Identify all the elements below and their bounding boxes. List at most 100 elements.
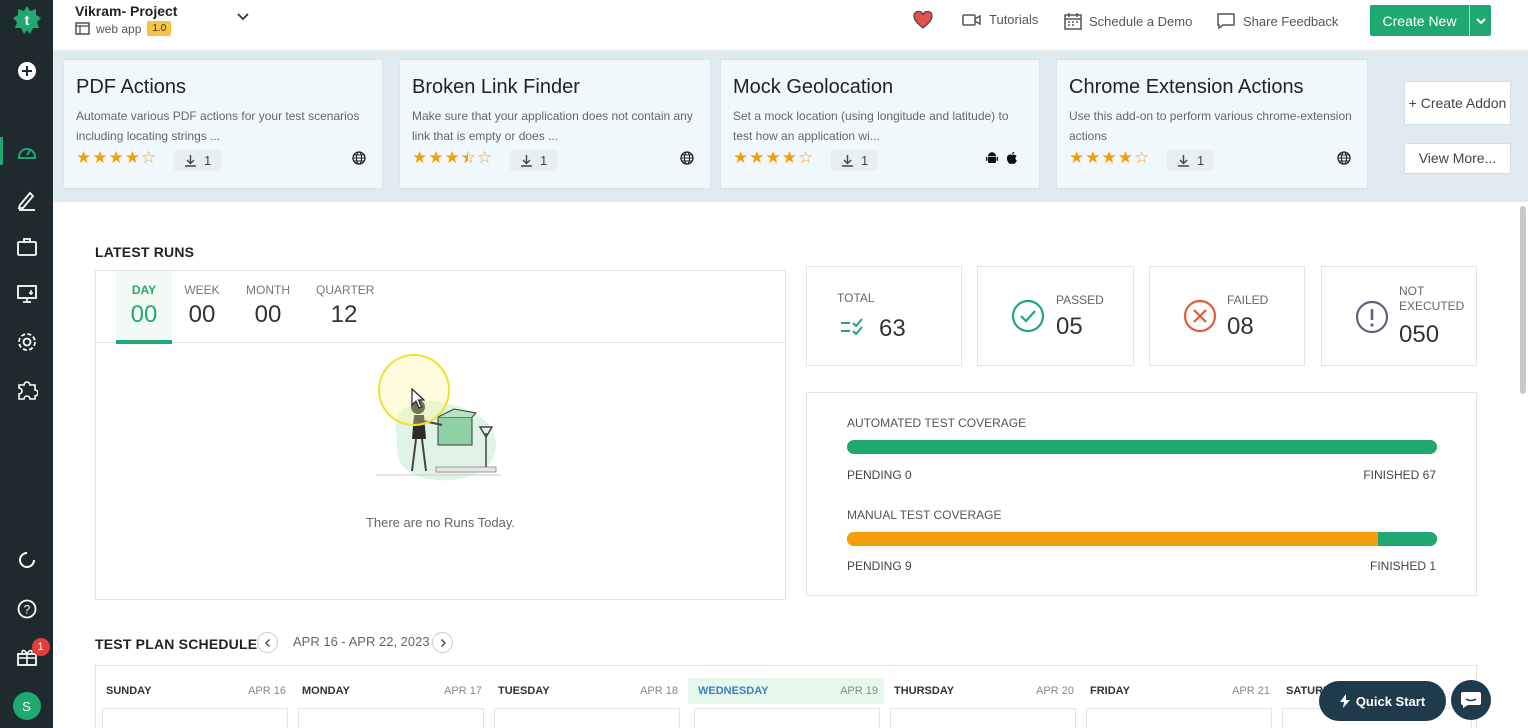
stat-failed[interactable]: FAILED 08 xyxy=(1149,266,1305,366)
schedule-day-friday[interactable]: FRIDAY APR 21 xyxy=(1080,666,1276,728)
android-icon xyxy=(986,152,998,163)
share-feedback-link[interactable]: Share Feedback xyxy=(1216,12,1338,30)
day-cell[interactable] xyxy=(694,708,880,728)
sidebar-item-test-development[interactable] xyxy=(0,180,53,220)
app-type-label: web app xyxy=(96,21,142,36)
day-date: APR 20 xyxy=(1036,685,1074,697)
star-half-icon: ☆★ xyxy=(460,148,476,167)
sidebar-item-runs[interactable] xyxy=(0,274,53,314)
download-icon xyxy=(842,155,853,167)
notification-badge: 1 xyxy=(31,638,50,656)
chevron-down-icon xyxy=(1475,17,1486,24)
day-cell[interactable] xyxy=(298,708,484,728)
create-addon-button[interactable]: + Create Addon xyxy=(1404,81,1511,125)
top-header: Vikram- Project web app 1.0 Tutorials Sc… xyxy=(53,0,1528,51)
tab-week[interactable]: WEEK 00 xyxy=(180,271,224,343)
quick-start-button[interactable]: Quick Start xyxy=(1319,681,1446,721)
sidebar-item-help[interactable]: ? xyxy=(0,589,53,629)
sidebar-item-whats-new[interactable]: 1 xyxy=(0,637,53,677)
page-scrollbar[interactable] xyxy=(1520,206,1526,394)
tab-quarter[interactable]: QUARTER 12 xyxy=(316,271,374,343)
chevron-left-icon xyxy=(264,638,270,647)
stat-value: 05 xyxy=(1056,313,1083,340)
version-badge: 1.0 xyxy=(147,21,172,36)
browser-window-icon xyxy=(75,22,90,35)
day-cell[interactable] xyxy=(890,708,1076,728)
day-name: THURSDAY xyxy=(894,685,955,697)
chat-support-button[interactable] xyxy=(1451,680,1491,720)
pencil-icon xyxy=(17,191,35,211)
schedule-prev-button[interactable] xyxy=(257,632,278,653)
addon-title: PDF Actions xyxy=(76,76,187,98)
latest-runs-panel: DAY 00 WEEK 00 MONTH 00 QUARTER 12 There… xyxy=(95,270,786,600)
sidebar-item-settings[interactable] xyxy=(0,322,53,362)
tab-value: 00 xyxy=(130,301,158,328)
addon-rating: ★ ★ ★ ★ ☆ xyxy=(76,148,156,168)
day-date: APR 19 xyxy=(840,685,878,697)
plus-circle-icon xyxy=(17,62,36,80)
svg-text:t: t xyxy=(24,12,29,28)
star-filled-icon: ★ xyxy=(781,148,797,167)
star-filled-icon: ★ xyxy=(1117,148,1133,167)
no-runs-message: There are no Runs Today. xyxy=(365,515,516,530)
addon-card-pdf-actions[interactable]: PDF Actions Automate various PDF actions… xyxy=(63,59,383,189)
addon-platforms xyxy=(1337,151,1351,165)
addon-card-chrome-extension-actions[interactable]: Chrome Extension Actions Use this add-on… xyxy=(1056,59,1368,189)
day-name: MONDAY xyxy=(302,685,350,697)
day-date: APR 16 xyxy=(248,685,286,697)
star-empty-icon: ☆ xyxy=(477,148,493,167)
manual-coverage-bar xyxy=(847,532,1437,546)
lightning-icon xyxy=(1339,694,1350,708)
day-cell[interactable] xyxy=(494,708,680,728)
sidebar-item-sync[interactable] xyxy=(0,540,53,580)
download-count: 1 xyxy=(1197,153,1205,168)
apple-icon xyxy=(1006,151,1017,164)
schedule-week-grid: SUNDAY APR 16 MONDAY APR 17 TUESDAY APR 18 … xyxy=(95,665,1477,728)
stat-total[interactable]: TOTAL 63 xyxy=(806,266,962,366)
project-name[interactable]: Vikram- Project xyxy=(75,3,178,19)
addon-card-broken-link-finder[interactable]: Broken Link Finder Make sure that your a… xyxy=(399,59,711,189)
star-empty-icon: ☆ xyxy=(1134,148,1150,167)
heart-icon[interactable] xyxy=(913,11,933,29)
globe-icon xyxy=(680,151,694,165)
manual-pending-segment xyxy=(847,532,1378,546)
schedule-day-monday[interactable]: MONDAY APR 17 xyxy=(292,666,488,728)
day-cell[interactable] xyxy=(1086,708,1272,728)
chevron-down-icon[interactable] xyxy=(236,9,250,23)
stat-not-executed[interactable]: NOT EXECUTED 050 xyxy=(1321,266,1477,366)
schedule-next-button[interactable] xyxy=(432,632,453,653)
schedule-day-tuesday[interactable]: TUESDAY APR 18 xyxy=(488,666,684,728)
addon-description: Make sure that your application does not… xyxy=(412,109,693,143)
download-icon xyxy=(1178,155,1189,167)
addon-card-mock-geolocation[interactable]: Mock Geolocation Set a mock location (us… xyxy=(720,59,1040,189)
view-more-button[interactable]: View More... xyxy=(1404,143,1511,174)
schedule-day-thursday[interactable]: THURSDAY APR 20 xyxy=(884,666,1080,728)
app-logo[interactable]: t xyxy=(0,0,53,40)
tab-day[interactable]: DAY 00 xyxy=(116,271,172,344)
tab-label: MONTH xyxy=(246,283,290,297)
schedule-day-wednesday[interactable]: WEDNESDAY APR 19 xyxy=(688,666,884,728)
stat-passed[interactable]: PASSED 05 xyxy=(977,266,1134,366)
star-filled-icon: ★ xyxy=(428,148,444,167)
sidebar-item-dashboard[interactable] xyxy=(0,131,53,171)
create-new-button[interactable]: Create New xyxy=(1370,5,1491,36)
add-icon-button[interactable] xyxy=(0,51,53,91)
sidebar-item-test-plans[interactable] xyxy=(0,227,53,267)
schedule-day-sunday[interactable]: SUNDAY APR 16 xyxy=(96,666,292,728)
schedule-demo-link[interactable]: Schedule a Demo xyxy=(1064,12,1192,30)
sidebar-item-addons[interactable] xyxy=(0,370,53,410)
sidebar-item-profile[interactable]: S xyxy=(0,686,53,726)
create-new-dropdown[interactable] xyxy=(1469,5,1491,36)
create-new-label: Create New xyxy=(1382,12,1457,29)
tab-value: 12 xyxy=(330,301,358,328)
tutorials-link[interactable]: Tutorials xyxy=(962,12,1038,27)
share-feedback-label: Share Feedback xyxy=(1243,13,1339,29)
addon-platforms xyxy=(985,151,1019,165)
chat-bubble-icon xyxy=(1217,13,1235,30)
tab-value: 00 xyxy=(188,301,216,328)
x-circle-icon xyxy=(1183,299,1217,333)
addon-downloads: 1 xyxy=(831,150,879,171)
tab-month[interactable]: MONTH 00 xyxy=(242,271,294,343)
briefcase-icon xyxy=(16,238,37,256)
day-cell[interactable] xyxy=(102,708,288,728)
